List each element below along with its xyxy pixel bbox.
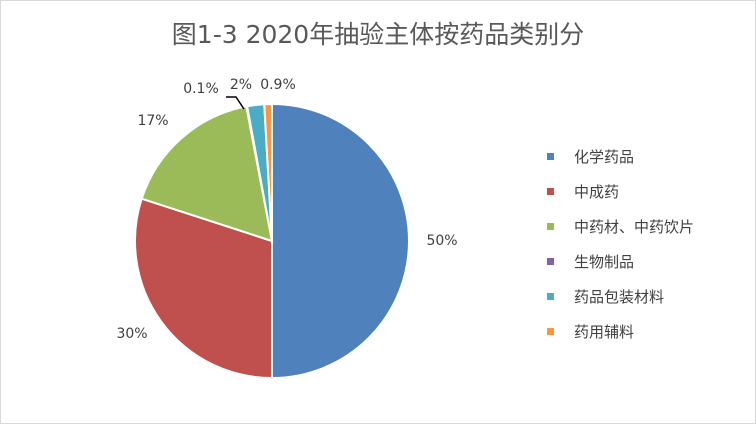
- legend-item: 中药材、中药饮片: [547, 209, 694, 244]
- pie-slice: [140, 105, 274, 243]
- legend-label: 中成药: [574, 183, 620, 201]
- slice-value-label: 30%: [116, 326, 147, 342]
- legend-swatch: [547, 258, 554, 265]
- legend-swatch: [547, 188, 554, 195]
- slice-value-label: 17%: [137, 113, 168, 129]
- leader-line: [226, 96, 245, 110]
- slice-value-label: 0.1%: [183, 81, 219, 97]
- legend-item: 生物制品: [547, 244, 694, 279]
- slice-value-label: 50%: [426, 233, 457, 249]
- legend-item: 药品包装材料: [547, 279, 694, 314]
- slice-value-label: 2%: [230, 77, 252, 93]
- legend-swatch: [547, 153, 554, 160]
- legend-label: 化学药品: [574, 148, 635, 166]
- chart-title: 图1-3 2020年抽验主体按药品类别分: [171, 20, 585, 49]
- legend-item: 中成药: [547, 174, 694, 209]
- pie-slice: [263, 102, 273, 242]
- legend-label: 药品包装材料: [574, 288, 665, 306]
- legend-label: 生物制品: [574, 253, 635, 271]
- legend-label: 药用辅料: [574, 323, 635, 341]
- legend-item: 药用辅料: [547, 314, 694, 349]
- legend-swatch: [547, 223, 554, 230]
- legend-swatch: [547, 293, 554, 300]
- pie-slice: [271, 102, 410, 380]
- legend-swatch: [547, 328, 554, 335]
- pie-slice: [134, 197, 273, 380]
- legend: 化学药品中成药中药材、中药饮片 生物制品药品包装材料 药用辅料: [547, 139, 694, 349]
- legend-item: 化学药品: [547, 139, 694, 174]
- slice-value-label: 0.9%: [260, 77, 296, 93]
- legend-label: 中药材、中药饮片: [574, 218, 695, 236]
